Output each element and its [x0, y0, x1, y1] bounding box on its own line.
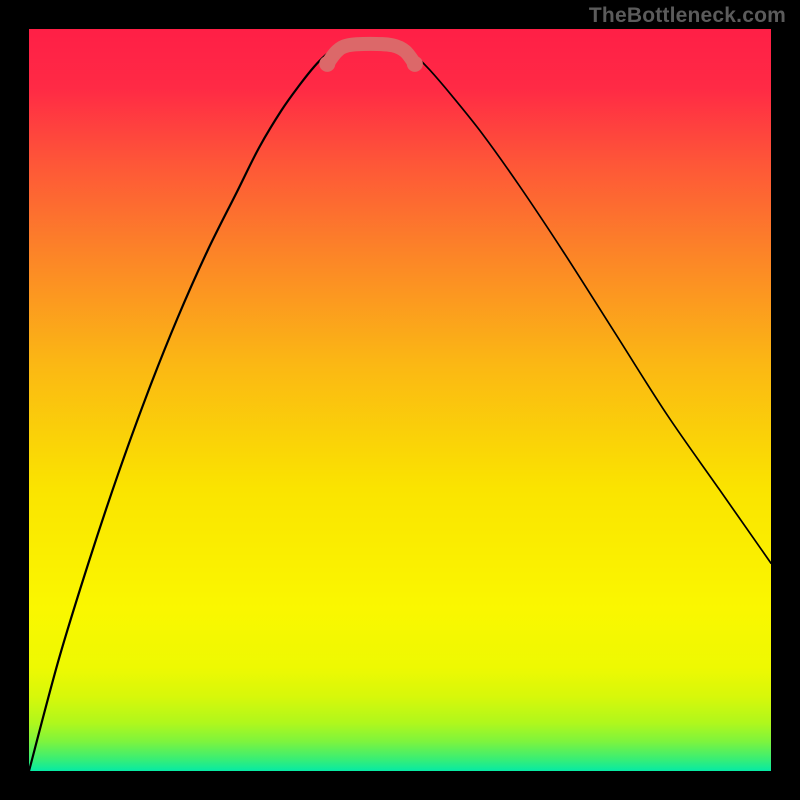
chart-svg	[0, 0, 800, 800]
bottleneck-chart: TheBottleneck.com	[0, 0, 800, 800]
optimal-zone-end-dot	[407, 56, 423, 72]
optimal-zone-start-dot	[319, 56, 335, 72]
